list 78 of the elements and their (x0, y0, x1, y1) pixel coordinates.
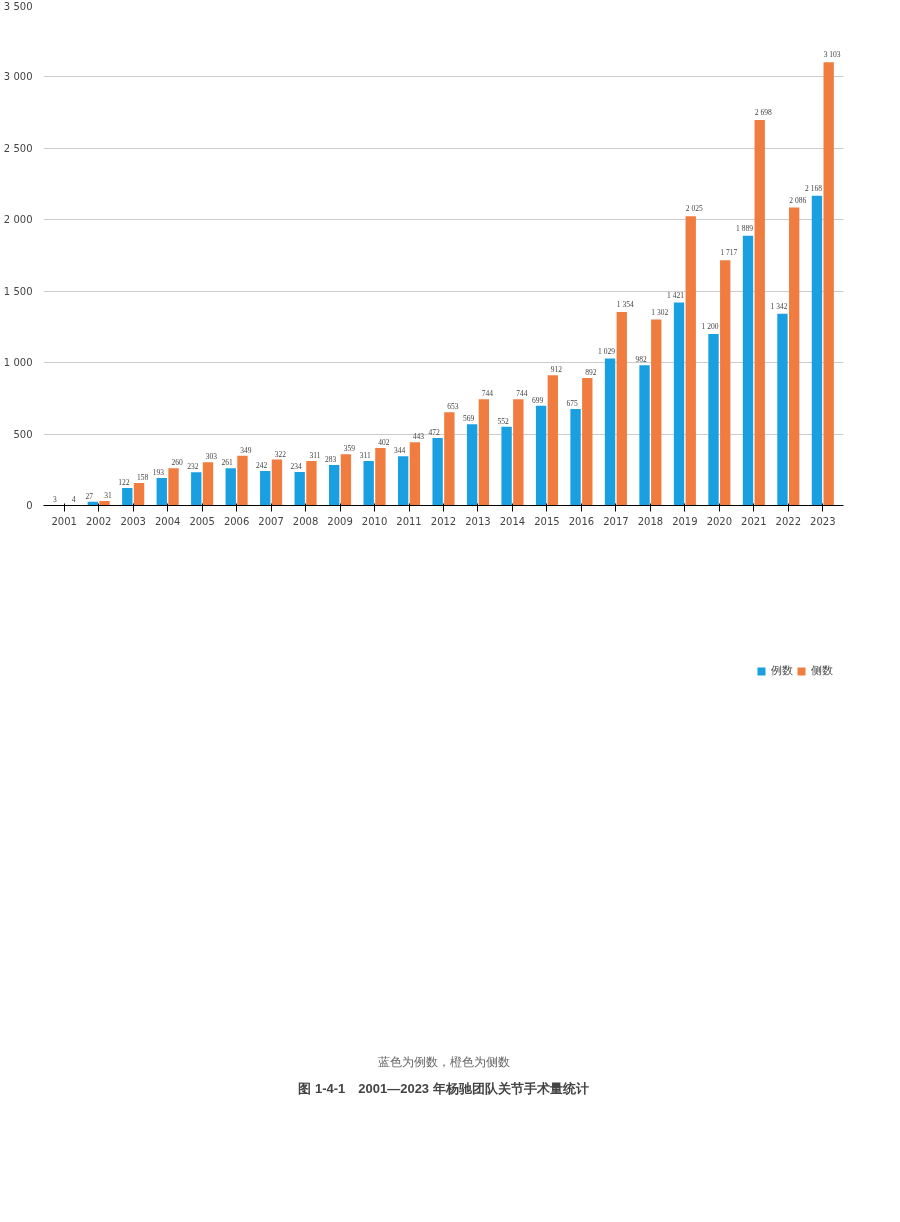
x-tick-label: 2002 (85, 515, 112, 527)
x-tick-label: 2015 (534, 515, 560, 527)
x-tick-label: 2022 (775, 515, 802, 527)
bar (754, 120, 765, 506)
bar (513, 399, 524, 506)
x-tick-label: 2014 (499, 515, 526, 527)
bar (237, 455, 248, 506)
bar (823, 62, 834, 506)
bar (168, 468, 179, 506)
bar (397, 456, 409, 506)
bar (271, 459, 283, 506)
x-tick-label: 2013 (465, 515, 491, 527)
bar (294, 472, 305, 506)
y-tick-label: 2 000 (3, 214, 33, 226)
legend-label: 侧数 (811, 663, 833, 679)
y-tick-label: 2 500 (3, 142, 33, 154)
bar (444, 412, 455, 506)
x-tick-label: 2006 (223, 515, 250, 527)
bar (202, 462, 214, 506)
legend-label: 例数 (771, 663, 793, 679)
bar (340, 454, 352, 506)
x-tick-label: 2018 (637, 515, 664, 527)
bar (478, 399, 490, 506)
bar (742, 235, 754, 506)
bar (375, 448, 386, 506)
bar (260, 470, 271, 506)
x-tick-label: 2011 (396, 515, 422, 527)
text: 蓝色为例数，橙色为侧数 (377, 1054, 510, 1069)
x-tick-label: 2023 (810, 515, 836, 527)
bar (639, 365, 650, 506)
x-tick-label: 2005 (189, 515, 215, 527)
bar (789, 207, 800, 506)
x-tick-label: 2009 (327, 515, 353, 527)
bar (570, 409, 581, 506)
x-tick-label: 2021 (741, 515, 767, 527)
bar (673, 302, 685, 506)
bar (708, 334, 719, 506)
bar (547, 375, 558, 506)
bar (651, 319, 662, 506)
y-tick-label: 1 000 (3, 357, 33, 369)
bar (306, 461, 317, 506)
y-tick-label: 0 (26, 500, 33, 511)
x-tick-label: 2019 (672, 515, 698, 527)
bar (191, 472, 202, 506)
y-tick-label: 3 000 (3, 71, 33, 83)
bar (466, 424, 478, 506)
bar (720, 260, 731, 506)
bar (99, 501, 110, 506)
x-tick-label: 2001 (51, 515, 77, 527)
bar (777, 313, 788, 506)
x-tick-label: 2007 (258, 515, 284, 527)
y-tick-label: 1 500 (3, 285, 33, 297)
x-tick-label: 2008 (292, 515, 319, 527)
x-tick-label: 2016 (568, 515, 595, 527)
x-tick-label: 2017 (603, 515, 629, 527)
bar (616, 312, 627, 506)
bar (122, 488, 133, 506)
x-tick-label: 2012 (430, 515, 457, 527)
text: 图 1-4-1 2001—2023 年杨驰团队关节手术量统计 (298, 1080, 589, 1096)
bar (133, 482, 145, 506)
x-tick-label: 2003 (120, 515, 146, 527)
y-tick-label: 500 (13, 428, 33, 440)
bar (225, 468, 236, 506)
bar (604, 358, 616, 506)
x-tick-label: 2004 (154, 515, 181, 527)
y-tick-label: 3 500 (3, 0, 33, 12)
bar (582, 378, 593, 506)
bar (811, 195, 823, 506)
bar (409, 442, 421, 506)
bar (535, 405, 547, 506)
bar (501, 426, 512, 506)
bar (685, 216, 696, 506)
bar (156, 477, 167, 506)
bar (363, 461, 374, 506)
x-tick-label: 2020 (706, 515, 733, 527)
x-tick-label: 2010 (361, 515, 388, 527)
bar (432, 438, 443, 506)
bar (329, 465, 340, 506)
